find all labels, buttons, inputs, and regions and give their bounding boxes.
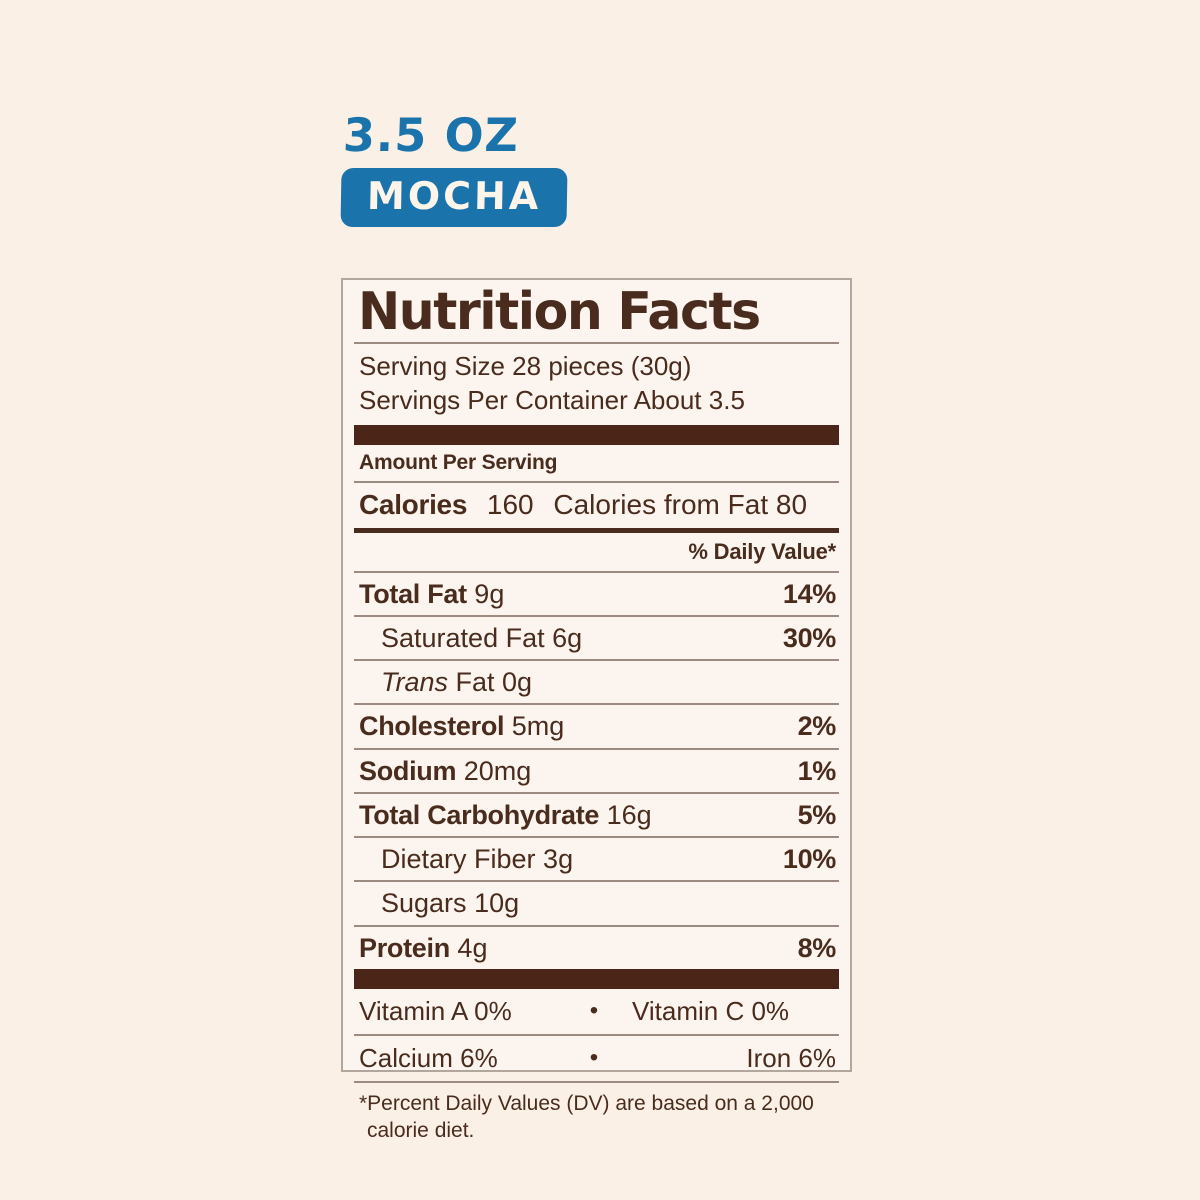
bullet-separator-icon: • — [589, 1044, 599, 1072]
amount-per-serving-label: Amount Per Serving — [359, 450, 558, 474]
package-size-text: 3.5 OZ — [342, 108, 520, 162]
vitamin-right-value: Vitamin C 0% — [632, 995, 790, 1026]
nutrient-label: Trans — [381, 667, 449, 698]
divider-thick-bottom — [354, 968, 839, 989]
nutrient-amount: 16g — [599, 799, 652, 830]
product-header: 3.5 OZ MOCHA — [340, 108, 568, 227]
nutrient-amount: 9g — [466, 578, 505, 609]
vitamin-row-divider — [354, 1033, 839, 1036]
nutrient-row: Sodium 20mg 1% — [354, 750, 839, 792]
nutrient-amount: 3g — [535, 844, 574, 875]
nutrient-row-divider — [354, 836, 839, 839]
nutrient-daily-value: 10% — [782, 844, 836, 875]
nutrient-row: Sugars 10g — [354, 882, 839, 924]
nutrient-amount: 10g — [466, 888, 520, 919]
nutrient-label: Saturated Fat — [381, 622, 545, 653]
vitamin-row: Calcium 6% • Iron 6% — [354, 1036, 839, 1081]
nutrient-label: Protein — [359, 932, 450, 963]
nutrient-row-divider — [354, 659, 839, 662]
serving-info: Serving Size 28 pieces (30g) Servings Pe… — [354, 344, 839, 425]
nutrient-amount: 4g — [449, 932, 488, 963]
flavor-badge: MOCHA — [340, 168, 568, 227]
nutrient-row: Dietary Fiber 3g 10% — [354, 838, 839, 880]
nutrient-rows: Total Fat 9g 14% Saturated Fat 6g 30% Trans … — [354, 573, 839, 969]
nutrient-label: Total Fat — [359, 578, 467, 609]
nutrient-row: Protein 4g 8% — [354, 927, 839, 969]
divider-thick-top — [354, 424, 839, 445]
nutrient-row: Trans Fat 0g — [354, 661, 839, 703]
nutrient-row: Total Carbohydrate 16g 5% — [354, 794, 839, 836]
nutrient-amount: 6g — [544, 622, 583, 653]
vitamin-left-value: Vitamin A 0% — [359, 995, 512, 1026]
nutrient-daily-value: 30% — [782, 622, 836, 653]
nutrient-amount: 20mg — [456, 755, 532, 786]
servings-per-container-line: Servings Per Container About 3.5 — [359, 385, 745, 416]
nutrient-name: Saturated Fat 6g — [359, 623, 582, 653]
nutrient-row: Saturated Fat 6g 30% — [354, 617, 839, 659]
vitamin-row: Vitamin A 0% • Vitamin C 0% — [354, 989, 839, 1034]
nutrient-daily-value: 5% — [797, 799, 837, 830]
divider-under-calories — [354, 527, 839, 533]
nutrient-label: Sodium — [359, 755, 457, 786]
daily-value-footnote: *Percent Daily Values (DV) are based on … — [359, 1091, 814, 1142]
nutrient-row-divider — [354, 924, 839, 927]
nutrient-daily-value: 14% — [782, 578, 836, 609]
nutrient-name: Dietary Fiber 3g — [359, 844, 573, 874]
calories-row: Calories 160 Calories from Fat 80 — [354, 483, 839, 528]
nutrient-name: Cholesterol 5mg — [359, 711, 564, 741]
nutrient-daily-value: 8% — [797, 932, 837, 963]
nutrient-row: Total Fat 9g 14% — [354, 573, 839, 615]
nutrient-amount: Fat 0g — [448, 667, 533, 698]
calories-label: Calories — [359, 488, 468, 520]
divider-above-footnote — [354, 1080, 839, 1083]
vitamin-rows: Vitamin A 0% • Vitamin C 0% Calcium 6% • Iron… — [354, 989, 839, 1081]
divider-under-amount-per-serving — [354, 480, 839, 483]
nutrient-label: Dietary Fiber — [381, 844, 536, 875]
calories-value: 160 — [486, 488, 534, 520]
nutrition-facts-title: Nutrition Facts — [358, 282, 761, 342]
serving-size-line: Serving Size 28 pieces (30g) — [359, 351, 692, 382]
calories-from-fat: Calories from Fat 80 — [553, 488, 808, 520]
divider-under-title — [354, 342, 839, 345]
nutrient-label: Cholesterol — [359, 711, 505, 742]
nutrient-row-divider — [354, 614, 839, 617]
nutrient-name: Total Carbohydrate 16g — [359, 800, 652, 830]
bullet-separator-icon: • — [589, 997, 599, 1025]
nutrient-daily-value: 1% — [797, 755, 837, 786]
nutrient-row-divider — [354, 747, 839, 750]
nutrient-name: Sugars 10g — [359, 888, 519, 918]
nutrient-label: Sugars — [381, 888, 467, 919]
vitamin-left-value: Calcium 6% — [359, 1042, 498, 1073]
daily-value-header: % Daily Value* — [688, 538, 836, 564]
nutrient-row: Cholesterol 5mg 2% — [354, 705, 839, 747]
nutrient-name: Total Fat 9g — [359, 579, 504, 609]
nutrition-facts-panel: Nutrition Facts Serving Size 28 pieces (… — [341, 278, 852, 1142]
nutrient-name: Trans Fat 0g — [359, 667, 532, 697]
divider-under-dv-header — [354, 570, 839, 573]
nutrient-daily-value: 2% — [797, 711, 837, 742]
vitamin-right-value: Iron 6% — [746, 1042, 836, 1073]
nutrient-name: Sodium 20mg — [359, 756, 531, 786]
nutrient-row-divider — [354, 703, 839, 706]
nutrient-row-divider — [354, 880, 839, 883]
nutrient-name: Protein 4g — [359, 933, 487, 963]
nutrient-label: Total Carbohydrate — [359, 799, 600, 830]
nutrient-amount: 5mg — [504, 711, 565, 742]
nutrient-row-divider — [354, 791, 839, 794]
